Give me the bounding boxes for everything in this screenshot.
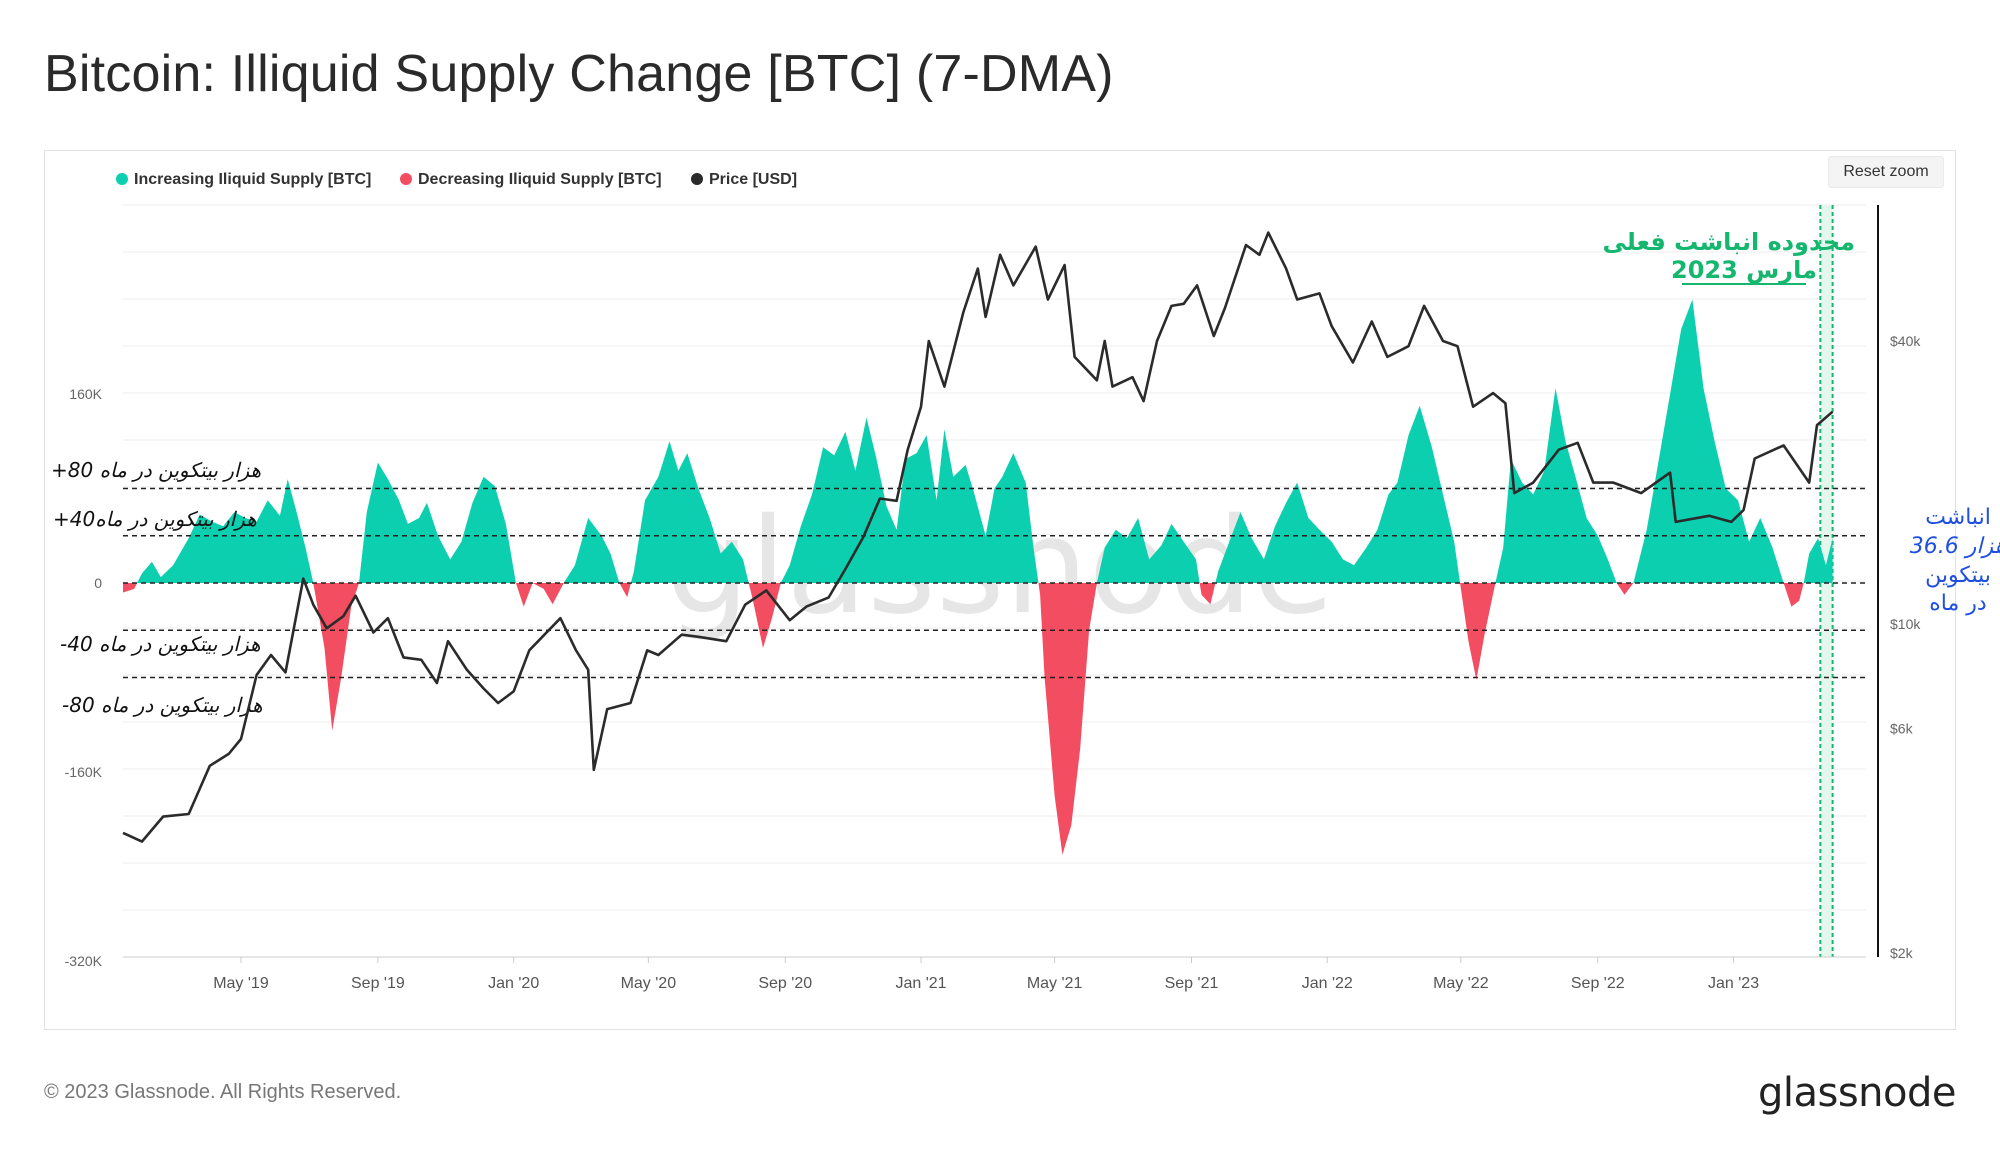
reference-line-label: -80 هزار بیتکوین در ماه (62, 693, 263, 717)
y-right-tick-label: $10k (1890, 616, 1921, 632)
y-left-tick-label: -320K (65, 953, 103, 969)
legend-label: Increasing Iliquid Supply [BTC] (134, 171, 371, 188)
legend-label: Price [USD] (709, 171, 797, 188)
x-tick-label: Jan '23 (1708, 975, 1759, 992)
y-left-tick-label: 0 (94, 575, 102, 591)
price-line (122, 231, 1834, 843)
y-left-tick-label: 160K (69, 386, 102, 402)
x-tick-label: Sep '19 (351, 975, 405, 992)
chart-title: Bitcoin: Illiquid Supply Change [BTC] (7… (44, 45, 1114, 103)
x-tick-label: May '20 (621, 975, 677, 992)
footer-copyright: © 2023 Glassnode. All Rights Reserved. (44, 1081, 402, 1103)
x-tick-label: Sep '20 (758, 975, 812, 992)
reset-zoom-button[interactable]: Reset zoom (1828, 156, 1944, 188)
side-note-line: انباشت (1925, 505, 1991, 530)
side-note-line: 36.6 هزار (1910, 534, 2000, 559)
legend-marker (691, 173, 703, 185)
legend-marker (400, 173, 412, 185)
y-left-tick-label: -160K (65, 764, 103, 780)
axes: 160K 0 -160K -320K $40k $10k $6k $2k May '19 Sep … (65, 205, 1921, 992)
x-tick-label: Sep '22 (1571, 975, 1625, 992)
side-note-line: در ماه (1929, 591, 1986, 616)
footer-logo: glassnode (1757, 1070, 1957, 1116)
legend: Increasing Iliquid Supply [BTC] Decreasin… (116, 171, 797, 188)
x-tick-label: May '19 (213, 975, 269, 992)
x-tick-label: May '21 (1027, 975, 1083, 992)
reference-line-label: +40هزار بیتکوین در ماه (53, 507, 257, 531)
y-right-tick-label: $40k (1890, 333, 1921, 349)
legend-marker (116, 173, 128, 185)
legend-label: Decreasing Iliquid Supply [BTC] (418, 171, 662, 188)
x-tick-label: Jan '22 (1302, 975, 1353, 992)
reference-line-label: -40 هزار بیتکوین در ماه (60, 632, 261, 656)
x-tick-label: Jan '21 (895, 975, 946, 992)
y-right-tick-label: $2k (1890, 945, 1914, 961)
x-tick-label: Sep '21 (1165, 975, 1219, 992)
highlight-label-line1: محدوده انباشت فعلی (1602, 228, 1855, 256)
supply-area (123, 299, 1833, 855)
reference-lines: +80 هزار بیتکوین در ماه +40هزار بیتکوین د… (51, 458, 1866, 717)
highlight-label-line2: مارس 2023 (1671, 256, 1817, 284)
side-note-line: بیتکوین (1925, 563, 1991, 588)
reference-line-label: +80 هزار بیتکوین در ماه (51, 458, 261, 482)
y-right-tick-label: $6k (1890, 721, 1914, 737)
price-series (122, 231, 1834, 843)
x-tick-label: May '22 (1433, 975, 1489, 992)
chart-frame (44, 150, 1956, 1030)
x-tick-label: Jan '20 (488, 975, 539, 992)
increasing-supply-area (123, 299, 1833, 583)
